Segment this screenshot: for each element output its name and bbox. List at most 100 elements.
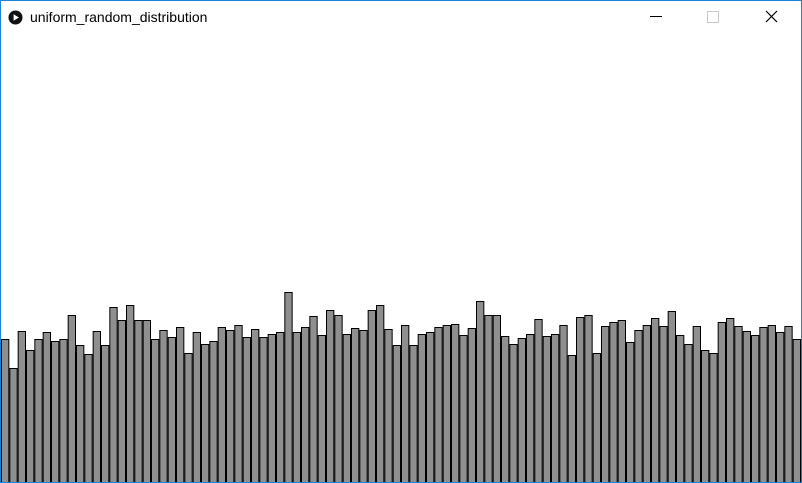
- histogram-bar: [601, 326, 610, 482]
- histogram-bar: [584, 315, 593, 482]
- histogram-bar: [434, 327, 443, 482]
- histogram-chart: [1, 292, 801, 482]
- histogram-bar: [84, 354, 93, 482]
- histogram-bar: [792, 339, 801, 482]
- histogram-bar: [659, 326, 668, 482]
- histogram-bar: [767, 325, 776, 482]
- histogram-bar: [26, 350, 35, 482]
- histogram-bar: [634, 330, 643, 482]
- histogram-bar: [209, 341, 218, 482]
- histogram-bar: [17, 331, 26, 482]
- histogram-bar: [667, 311, 676, 482]
- histogram-bar: [501, 336, 510, 482]
- histogram-bar: [417, 334, 427, 482]
- histogram-bar: [392, 345, 402, 482]
- histogram-bar: [551, 334, 560, 482]
- histogram-bar: [784, 326, 793, 482]
- histogram-bar: [217, 327, 226, 482]
- histogram-bar: [42, 332, 51, 482]
- histogram-bar: [334, 315, 343, 482]
- histogram-bar: [101, 345, 110, 482]
- histogram-bar: [492, 315, 502, 482]
- histogram-bar: [192, 332, 201, 482]
- histogram-bar: [626, 342, 635, 482]
- histogram-bar: [292, 332, 302, 482]
- window-title: uniform_random_distribution: [30, 9, 208, 25]
- histogram-bar: [651, 318, 660, 482]
- histogram-bar: [534, 319, 543, 482]
- histogram-bar: [276, 332, 285, 482]
- histogram-bar: [234, 325, 243, 482]
- histogram-bar: [109, 307, 118, 482]
- histogram-bar: [342, 334, 352, 482]
- histogram-bar: [517, 338, 526, 482]
- title-bar[interactable]: uniform_random_distribution: [1, 1, 801, 32]
- histogram-bar: [401, 325, 410, 482]
- histogram-bar: [426, 332, 435, 482]
- histogram-bar: [576, 317, 585, 482]
- histogram-bar: [376, 305, 385, 482]
- histogram-bar: [751, 335, 760, 482]
- histogram-bar: [609, 322, 618, 482]
- histogram-bar: [734, 326, 743, 482]
- histogram-bar: [226, 330, 235, 482]
- histogram-bar: [384, 329, 393, 482]
- sketch-canvas[interactable]: [1, 32, 801, 482]
- histogram-bar: [409, 345, 418, 482]
- histogram-bar: [476, 301, 485, 482]
- histogram-bar: [717, 322, 726, 482]
- histogram-bar: [684, 344, 693, 482]
- histogram-bar: [592, 353, 601, 482]
- histogram-bar: [51, 341, 60, 482]
- histogram-bar: [359, 330, 368, 482]
- histogram-bar: [367, 310, 377, 482]
- histogram-bar: [267, 334, 277, 482]
- histogram-bar: [259, 337, 268, 482]
- histogram-bar: [759, 327, 768, 482]
- histogram-bar: [692, 326, 701, 482]
- histogram-bar: [542, 336, 551, 482]
- histogram-bar: [559, 325, 568, 482]
- play-circle-icon: [8, 10, 23, 25]
- histogram-bar: [726, 318, 735, 482]
- histogram-bar: [92, 331, 101, 482]
- histogram-bar: [484, 315, 493, 482]
- histogram-bar: [117, 320, 126, 482]
- histogram-bar: [317, 335, 327, 482]
- histogram-bar: [642, 325, 651, 482]
- close-button[interactable]: [748, 1, 794, 32]
- histogram-bar: [467, 328, 477, 482]
- histogram-bar: [676, 335, 685, 482]
- histogram-bar: [142, 320, 151, 482]
- histogram-bar: [1, 339, 10, 482]
- histogram-bar: [34, 339, 43, 482]
- histogram-bar: [509, 344, 518, 482]
- minimize-button[interactable]: [633, 1, 679, 32]
- maximize-button[interactable]: [689, 1, 735, 32]
- histogram-bar: [167, 337, 176, 482]
- histogram-bar: [242, 337, 251, 482]
- histogram-bar: [134, 320, 143, 482]
- histogram-bar: [67, 315, 76, 482]
- histogram-bar: [301, 327, 310, 482]
- histogram-bar: [776, 332, 785, 482]
- histogram-bar: [451, 324, 460, 482]
- histogram-bar: [201, 344, 210, 482]
- histogram-bar: [159, 330, 168, 482]
- histogram-bar: [309, 316, 318, 482]
- histogram-bar: [126, 305, 135, 482]
- histogram-bar: [326, 310, 335, 482]
- histogram-bar: [76, 345, 85, 482]
- histogram-bar: [351, 328, 360, 482]
- histogram-bar: [151, 339, 160, 482]
- histogram-bar: [709, 353, 718, 482]
- histogram-bar: [176, 327, 185, 482]
- histogram-bar: [459, 335, 468, 482]
- histogram-bar: [184, 353, 193, 482]
- histogram-bar: [526, 334, 535, 482]
- histogram-bar: [701, 350, 710, 482]
- histogram-bar: [9, 368, 18, 482]
- histogram-bar: [442, 325, 452, 482]
- histogram-bar: [59, 339, 68, 482]
